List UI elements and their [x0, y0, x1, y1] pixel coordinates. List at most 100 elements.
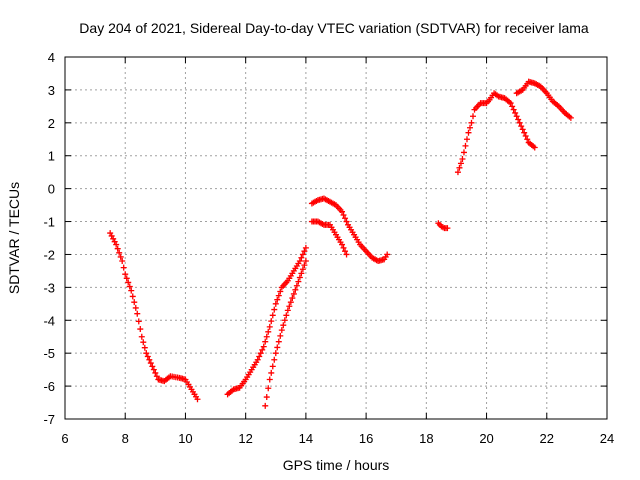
data-point [343, 218, 350, 225]
data-point [567, 114, 574, 121]
y-tick-label: 1 [48, 149, 55, 164]
data-series-segment [513, 78, 574, 121]
data-series-segment [262, 258, 309, 409]
data-point [515, 116, 522, 123]
data-point [522, 132, 529, 139]
y-axis-label: SDTVAR / TECUs [6, 182, 22, 294]
data-point [339, 208, 346, 215]
data-point [152, 369, 159, 376]
x-tick-label: 20 [479, 431, 493, 446]
data-point [262, 402, 269, 409]
data-point [516, 119, 523, 126]
data-point [128, 287, 135, 294]
data-series-segment [107, 230, 201, 403]
data-point [299, 251, 306, 258]
data-point [287, 299, 294, 306]
data-point [460, 149, 467, 156]
data-point [114, 245, 121, 252]
x-tick-label: 10 [178, 431, 192, 446]
data-point [293, 282, 300, 289]
data-series-segment [454, 90, 538, 176]
data-point [135, 318, 142, 325]
data-point [342, 248, 349, 255]
chart-title: Day 204 of 2021, Sidereal Day-to-day VTE… [79, 20, 589, 36]
data-point [457, 160, 464, 167]
data-points [107, 78, 574, 409]
data-point [271, 356, 278, 363]
data-point [269, 312, 276, 319]
data-point [531, 144, 538, 151]
data-point [339, 241, 346, 248]
data-point [462, 142, 469, 149]
plot-frame [64, 56, 608, 420]
data-point [268, 318, 275, 325]
data-point [122, 271, 129, 278]
data-point [468, 119, 475, 126]
x-tick-label: 8 [122, 431, 129, 446]
data-point [278, 327, 285, 334]
data-point [301, 262, 308, 269]
data-point [137, 326, 144, 333]
data-point [149, 363, 156, 370]
data-point [302, 258, 309, 265]
data-point [509, 103, 516, 110]
x-tick-label: 16 [359, 431, 373, 446]
data-point [454, 169, 461, 176]
data-point [340, 244, 347, 251]
data-series-segment [308, 195, 391, 265]
data-point [280, 322, 287, 329]
data-point [275, 338, 282, 345]
data-point [134, 310, 141, 317]
data-point [266, 323, 273, 330]
data-point [292, 286, 299, 293]
data-point [283, 312, 290, 319]
data-point [259, 346, 266, 353]
data-point [296, 274, 303, 281]
data-point [138, 333, 145, 340]
y-tick-label: 4 [48, 50, 55, 65]
data-series-segment [308, 218, 350, 258]
data-point [116, 249, 123, 256]
data-point [470, 113, 477, 120]
y-tick-label: -7 [43, 412, 55, 427]
y-tick-label: -2 [43, 247, 55, 262]
data-point [296, 258, 303, 265]
data-point [299, 266, 306, 273]
data-point [275, 292, 282, 299]
data-point [298, 270, 305, 277]
data-point [257, 350, 264, 357]
y-tick-label: 0 [48, 182, 55, 197]
data-point [459, 156, 466, 163]
data-point [274, 344, 281, 351]
data-point [466, 124, 473, 131]
data-point [519, 126, 526, 133]
data-point [342, 215, 349, 222]
data-point [153, 373, 160, 380]
data-point [263, 394, 270, 401]
data-series-segment [435, 220, 451, 232]
x-tick-label: 24 [600, 431, 614, 446]
data-point [143, 350, 150, 357]
data-point [269, 363, 276, 370]
grid-lines [65, 57, 607, 419]
data-point [465, 129, 472, 136]
data-point [507, 100, 514, 107]
data-point [123, 275, 130, 282]
data-point [260, 343, 267, 350]
data-point [513, 113, 520, 120]
data-point [140, 339, 147, 346]
data-point [524, 136, 531, 143]
y-tick-label: -5 [43, 346, 55, 361]
data-point [281, 317, 288, 324]
data-point [146, 356, 153, 363]
data-point [301, 248, 308, 255]
data-point [129, 293, 136, 300]
y-tick-label: -3 [43, 280, 55, 295]
data-point [266, 376, 273, 383]
y-tick-label: 3 [48, 83, 55, 98]
data-series-segment [224, 244, 309, 398]
data-point [272, 300, 279, 307]
data-point [117, 253, 124, 260]
